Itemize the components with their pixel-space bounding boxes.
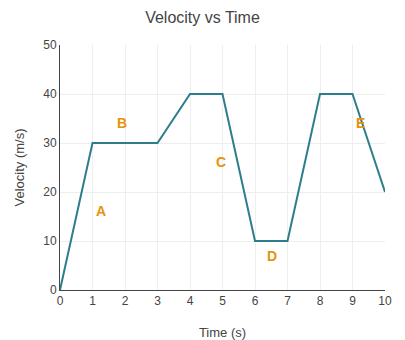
svg-text:5: 5 [219, 294, 226, 308]
svg-text:4: 4 [187, 294, 194, 308]
svg-text:2: 2 [122, 294, 129, 308]
svg-text:Velocity vs Time: Velocity vs Time [145, 9, 260, 26]
svg-text:0: 0 [50, 283, 57, 297]
svg-text:50: 50 [43, 38, 57, 52]
svg-text:B: B [117, 115, 127, 131]
svg-text:30: 30 [43, 136, 57, 150]
svg-text:D: D [267, 248, 277, 264]
svg-text:3: 3 [154, 294, 161, 308]
svg-text:8: 8 [317, 294, 324, 308]
svg-text:1: 1 [89, 294, 96, 308]
svg-text:10: 10 [43, 234, 57, 248]
svg-text:20: 20 [43, 185, 57, 199]
svg-text:7: 7 [284, 294, 291, 308]
svg-text:A: A [96, 203, 106, 219]
svg-text:6: 6 [252, 294, 259, 308]
svg-text:C: C [216, 154, 226, 170]
svg-text:0: 0 [57, 294, 64, 308]
svg-text:40: 40 [43, 87, 57, 101]
svg-text:E: E [356, 115, 365, 131]
svg-text:Velocity (m/s): Velocity (m/s) [12, 128, 27, 206]
svg-text:9: 9 [349, 294, 356, 308]
svg-text:10: 10 [378, 294, 392, 308]
svg-text:Time (s): Time (s) [199, 325, 246, 340]
